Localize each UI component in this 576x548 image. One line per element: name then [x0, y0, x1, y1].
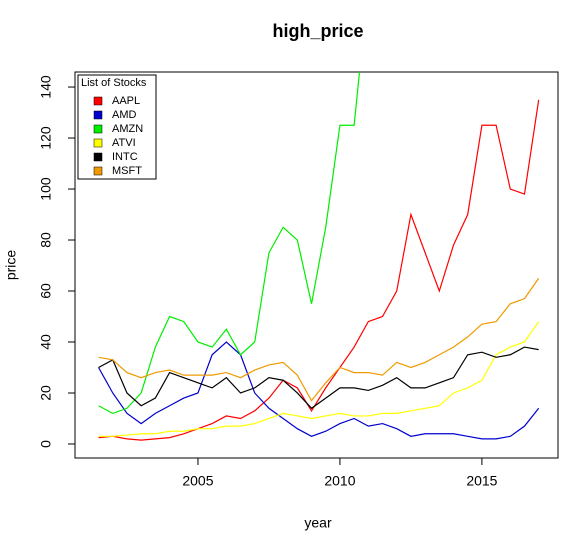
- series-line: [98, 277, 540, 402]
- legend-swatch: [93, 96, 103, 106]
- series-line: [98, 321, 540, 437]
- y-tick-label: 40: [38, 334, 54, 350]
- legend-swatch: [93, 110, 103, 120]
- legend-swatch: [93, 166, 103, 176]
- y-tick-label: 20: [38, 385, 54, 401]
- y-tick-label: 0: [38, 440, 54, 448]
- plot-box: [74, 71, 559, 459]
- plot-area: [98, 72, 540, 441]
- legend-label: ATVI: [112, 137, 136, 149]
- y-axis-label: price: [3, 250, 19, 281]
- legend-swatch: [93, 138, 103, 148]
- legend-box: [77, 74, 157, 180]
- legend-label: AAPL: [112, 95, 140, 107]
- legend-swatch: [93, 124, 103, 134]
- series-line: [98, 72, 361, 415]
- legend-label: AMZN: [112, 123, 143, 135]
- chart-title: high_price: [272, 21, 363, 41]
- x-tick-label: 2005: [182, 473, 213, 489]
- legend-swatch: [93, 152, 103, 162]
- y-tick-label: 80: [38, 232, 54, 248]
- x-axis-label: year: [304, 515, 332, 531]
- y-tick-label: 100: [38, 177, 54, 201]
- series-line: [98, 346, 539, 410]
- x-tick-label: 2015: [466, 473, 497, 489]
- legend-label: AMD: [112, 109, 137, 121]
- y-tick-label: 60: [38, 283, 54, 299]
- series-line: [98, 99, 540, 441]
- x-tick-label: 2010: [324, 473, 355, 489]
- legend-label: MSFT: [112, 165, 142, 177]
- series-line: [98, 341, 540, 440]
- y-tick-label: 140: [38, 75, 54, 99]
- legend-label: INTC: [112, 151, 138, 163]
- legend-title: List of Stocks: [81, 77, 147, 89]
- y-tick-label: 120: [38, 126, 54, 150]
